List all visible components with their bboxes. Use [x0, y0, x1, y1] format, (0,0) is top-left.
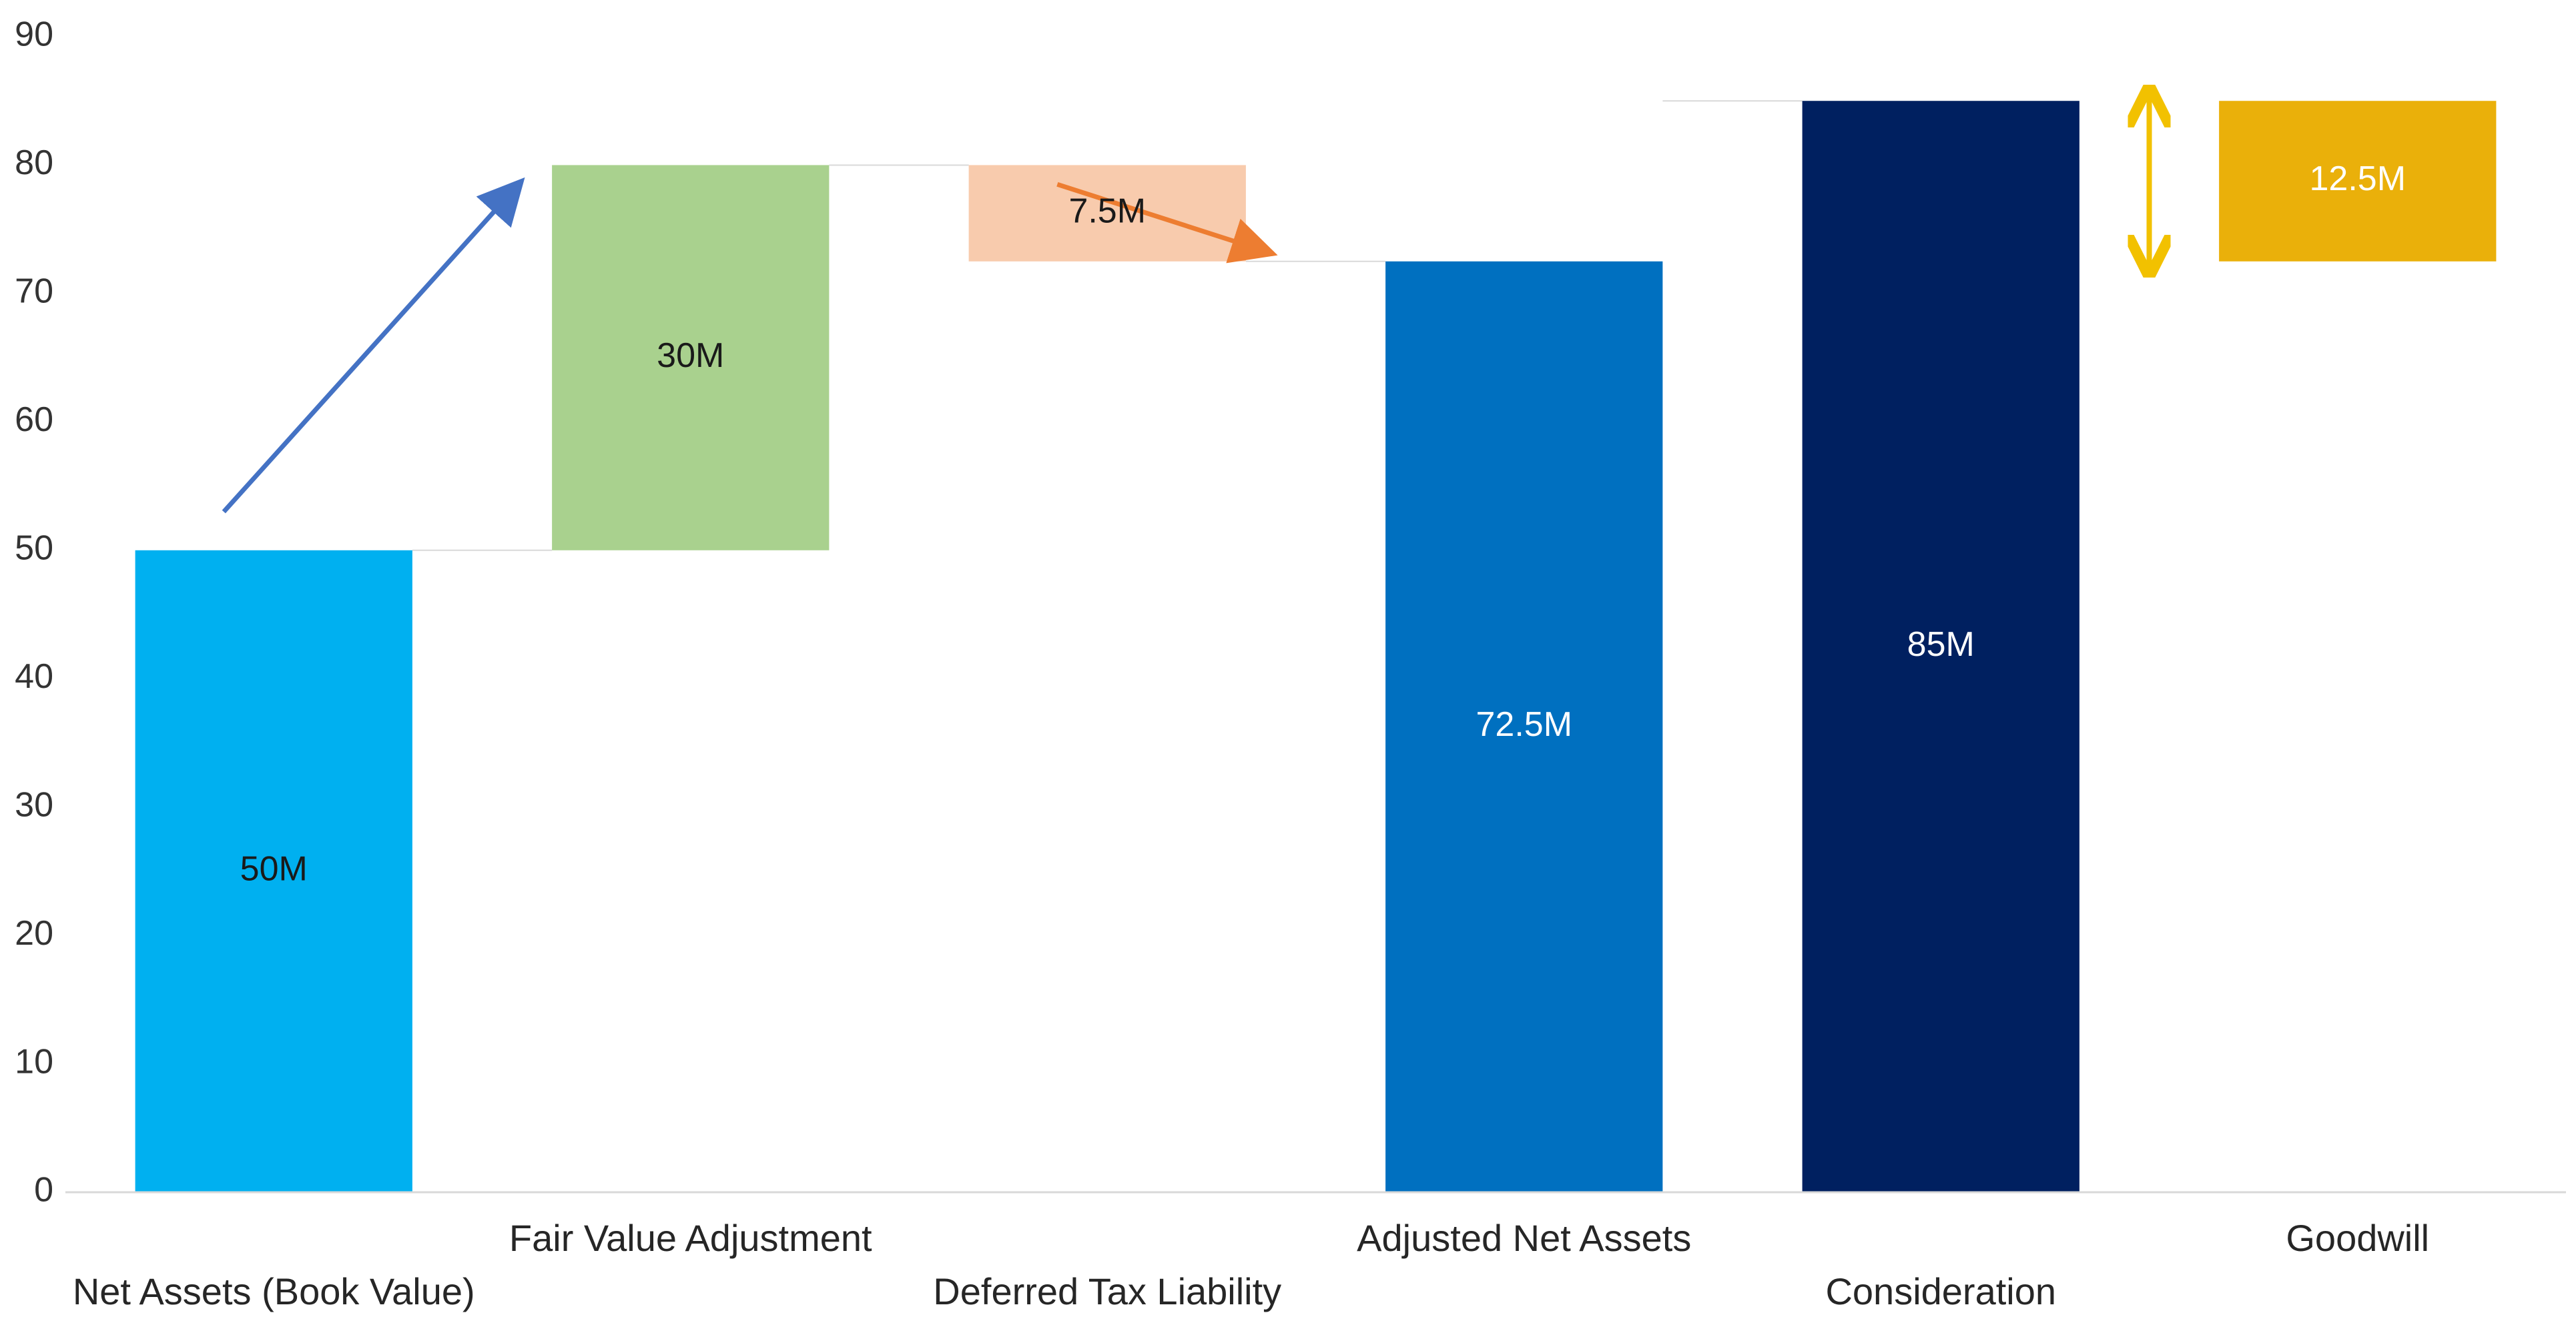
data-label: 85M: [1907, 625, 1975, 664]
data-label: 7.5M: [1068, 191, 1146, 230]
bar: [552, 165, 830, 550]
x-category-label: Fair Value Adjustment: [509, 1217, 872, 1259]
bar: [968, 165, 1246, 262]
y-tick-label: 0: [34, 1171, 53, 1210]
bars: [135, 101, 2497, 1193]
annotation-arrow: [222, 177, 525, 514]
annotation-arrow: [1056, 181, 1278, 264]
y-tick-label: 60: [15, 400, 53, 439]
y-tick-label: 80: [15, 143, 53, 182]
bar: [2219, 101, 2497, 262]
data-labels: 50M 30M 7.5M 72.5M 85M 12.5M: [240, 159, 2406, 888]
bar: [1802, 101, 2079, 1193]
x-category-label: Goodwill: [2286, 1217, 2429, 1259]
y-axis: 0 10 20 30 40 50 60 70 80 90: [15, 15, 53, 1210]
y-tick-label: 30: [15, 785, 53, 824]
data-label: 30M: [657, 336, 724, 375]
y-tick-label: 50: [15, 529, 53, 568]
x-category-label: Deferred Tax Liability: [933, 1270, 1281, 1312]
bar: [1385, 261, 1663, 1192]
x-axis-labels: Net Assets (Book Value) Fair Value Adjust…: [73, 1217, 2429, 1312]
y-tick-label: 90: [15, 15, 53, 54]
data-label: 12.5M: [2309, 159, 2406, 198]
y-tick-label: 40: [15, 657, 53, 696]
x-category-label: Adjusted Net Assets: [1357, 1217, 1691, 1259]
annotations: [222, 95, 2149, 514]
y-tick-label: 20: [15, 914, 53, 953]
data-label: 50M: [240, 850, 308, 889]
y-tick-label: 70: [15, 272, 53, 311]
bar: [135, 550, 412, 1192]
x-category-label: Consideration: [1825, 1270, 2056, 1312]
y-tick-label: 10: [15, 1042, 53, 1081]
x-category-label: Net Assets (Book Value): [73, 1270, 475, 1312]
data-label: 72.5M: [1476, 705, 1572, 744]
